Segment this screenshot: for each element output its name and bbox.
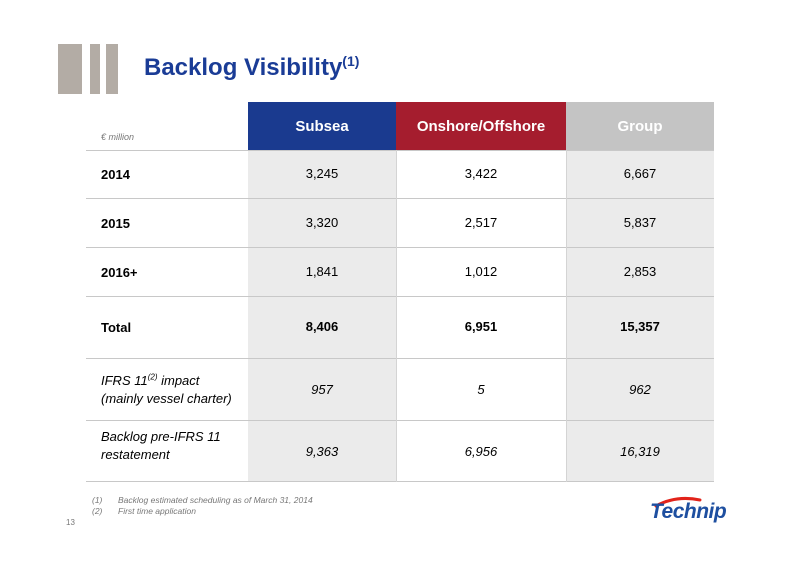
logo-text: Technip: [650, 500, 727, 523]
footnote-number: (2): [92, 506, 103, 516]
column-divider: [396, 150, 397, 482]
row-label: 2015: [101, 216, 130, 231]
decorative-bar: [90, 44, 100, 94]
row-divider: [86, 296, 714, 297]
row-divider: [86, 150, 714, 151]
row-label-text: IFRS 11: [101, 373, 148, 388]
cell-subsea: 3,245: [305, 166, 339, 181]
cell-subsea: 3,320: [305, 215, 339, 230]
footnote-text: Backlog estimated scheduling as of March…: [118, 495, 313, 505]
cell-group: 6,667: [623, 166, 657, 181]
column-header-subsea: Subsea: [248, 102, 396, 150]
footnote-text: First time application: [118, 506, 196, 516]
row-label: Backlog pre-IFRS 11 restatement: [101, 428, 221, 464]
row-label-text: (mainly vessel charter): [101, 391, 232, 406]
cell-group: 16,319: [620, 444, 660, 459]
decorative-bar: [58, 44, 82, 94]
cell-subsea: 1,841: [305, 264, 339, 279]
row-label-text: impact: [157, 373, 200, 388]
row-label: IFRS 11(2) impact (mainly vessel charter): [101, 372, 232, 408]
cell-group: 962: [629, 382, 651, 397]
column-divider: [566, 150, 567, 482]
row-divider: [86, 247, 714, 248]
row-divider: [86, 481, 714, 482]
subsea-column-shade: [248, 150, 396, 482]
group-column-shade: [566, 150, 714, 482]
technip-logo: Technip: [650, 496, 730, 528]
cell-group: 15,357: [620, 319, 660, 334]
cell-subsea: 8,406: [305, 319, 339, 334]
cell-onshore-offshore: 3,422: [464, 166, 498, 181]
title-text: Backlog Visibility: [144, 54, 343, 81]
cell-group: 2,853: [623, 264, 657, 279]
cell-group: 5,837: [623, 215, 657, 230]
row-label: 2016+: [101, 265, 138, 280]
logo-arc-icon: [654, 497, 702, 508]
row-label-text: Backlog pre-IFRS 11: [101, 429, 221, 444]
row-divider: [86, 420, 714, 421]
column-header-onshore-offshore: Onshore/Offshore: [396, 102, 566, 150]
row-label: Total: [101, 320, 132, 335]
row-divider: [86, 198, 714, 199]
page-number: 13: [66, 518, 75, 527]
cell-subsea: 957: [311, 382, 333, 397]
footnote-number: (1): [92, 495, 103, 505]
cell-onshore-offshore: 6,951: [464, 319, 498, 334]
units-label: € million: [101, 132, 135, 142]
row-label: 2014: [101, 167, 130, 182]
cell-onshore-offshore: 1,012: [464, 264, 498, 279]
title-footnote-ref: (1): [342, 53, 360, 69]
row-divider: [86, 358, 714, 359]
page-title: Backlog Visibility(1): [144, 54, 359, 82]
footnote-ref: (2): [147, 372, 158, 382]
cell-onshore-offshore: 2,517: [464, 215, 498, 230]
decorative-bar: [106, 44, 118, 94]
row-label-text: restatement: [101, 447, 170, 462]
column-header-group: Group: [566, 102, 714, 150]
cell-onshore-offshore: 5: [477, 382, 485, 397]
cell-subsea: 9,363: [305, 444, 339, 459]
cell-onshore-offshore: 6,956: [464, 444, 498, 459]
